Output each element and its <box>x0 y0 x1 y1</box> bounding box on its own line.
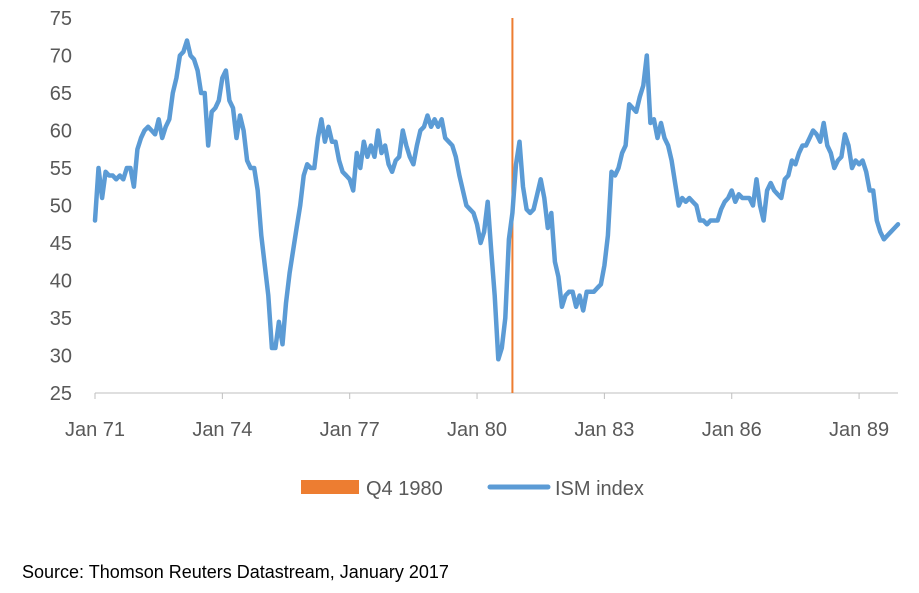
y-tick-label: 60 <box>50 121 72 143</box>
y-tick-label: 25 <box>50 383 72 405</box>
y-tick-label: 45 <box>50 233 72 255</box>
legend-label-ism-index: ISM index <box>555 478 644 500</box>
x-tick-label: Jan 86 <box>702 419 762 441</box>
y-axis-tick-labels: 25 30 35 40 45 50 55 60 65 70 75 <box>50 8 72 405</box>
legend-label-q4-1980: Q4 1980 <box>366 478 443 500</box>
y-tick-label: 55 <box>50 158 72 180</box>
series-group <box>92 38 901 362</box>
x-tick-label: Jan 89 <box>829 419 889 441</box>
x-tick-label: Jan 71 <box>65 419 125 441</box>
y-tick-label: 75 <box>50 8 72 30</box>
x-tick-label: Jan 77 <box>320 419 380 441</box>
y-tick-label: 70 <box>50 46 72 68</box>
legend-item-ism-index: ISM index <box>487 478 644 500</box>
legend: Q4 1980 ISM index <box>301 478 644 500</box>
legend-swatch-q4-1980 <box>301 480 359 494</box>
x-tick-label: Jan 74 <box>192 419 252 441</box>
y-tick-label: 50 <box>50 196 72 218</box>
series-line-ism-index <box>92 38 901 362</box>
y-tick-label: 35 <box>50 308 72 330</box>
x-tick-label: Jan 80 <box>447 419 507 441</box>
source-note: Source: Thomson Reuters Datastream, Janu… <box>22 562 449 582</box>
x-tick-label: Jan 83 <box>574 419 634 441</box>
x-axis-ticks: Jan 71 Jan 74 Jan 77 Jan 80 Jan 83 Jan 86 Jan … <box>65 393 889 441</box>
y-tick-label: 30 <box>50 346 72 368</box>
y-tick-label: 65 <box>50 83 72 105</box>
legend-item-q4-1980: Q4 1980 <box>301 478 443 500</box>
y-tick-label: 40 <box>50 271 72 293</box>
